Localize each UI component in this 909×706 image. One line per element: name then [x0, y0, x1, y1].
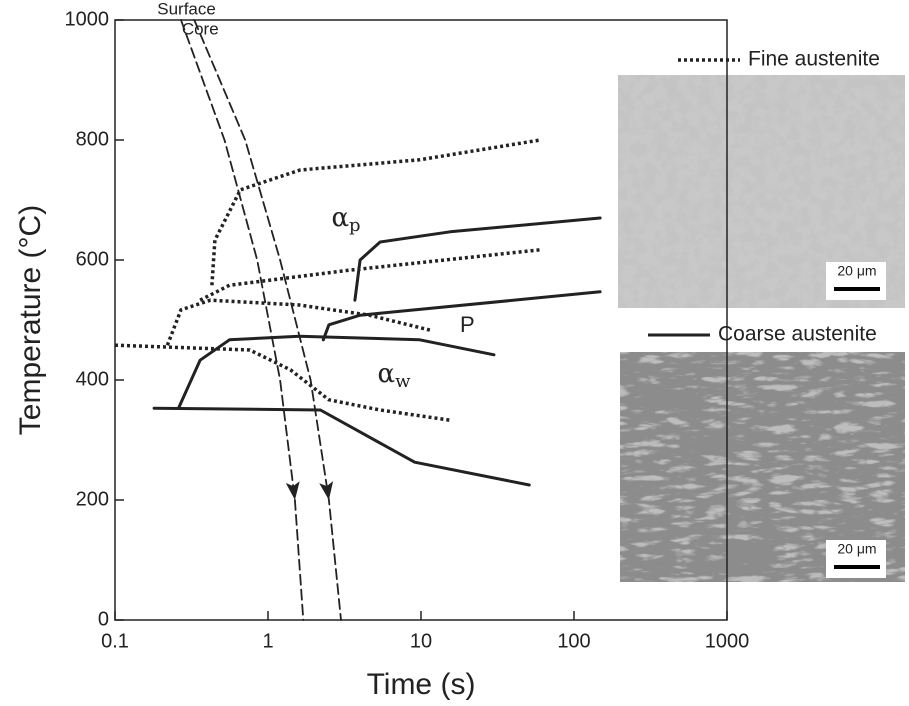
annotation-subscript: w	[395, 371, 411, 392]
curve	[199, 248, 541, 302]
curve-label: Core	[182, 19, 219, 38]
curve	[165, 298, 431, 346]
curve	[177, 334, 496, 410]
annotation: P	[460, 312, 475, 337]
legend-label: Fine austenite	[748, 48, 880, 71]
scale-bar-label: 20 μm	[837, 263, 876, 279]
arrowhead	[285, 481, 300, 500]
annotation-text: α	[331, 203, 349, 233]
x-tick-label: 0.1	[101, 630, 129, 652]
y-tick-label: 600	[76, 248, 109, 270]
curve	[114, 343, 451, 422]
x-tick-label: 1	[262, 630, 273, 652]
annotation-text: P	[460, 312, 475, 337]
arrowhead	[319, 481, 334, 500]
y-tick-label: 0	[98, 608, 109, 630]
annotation-subscript: p	[349, 215, 361, 236]
y-tick-label: 400	[76, 368, 109, 390]
x-tick-label: 100	[557, 630, 590, 652]
annotation: αw	[378, 359, 412, 392]
y-tick-label: 200	[76, 488, 109, 510]
x-tick-label: 10	[410, 630, 432, 652]
legend-label: Coarse austenite	[718, 323, 877, 346]
curve	[321, 290, 602, 342]
micrograph-fine	[618, 75, 905, 308]
curve	[353, 216, 602, 302]
curve	[152, 406, 531, 487]
annotation: αp	[331, 203, 360, 236]
curve	[193, 19, 342, 621]
curve-label: Surface	[157, 0, 216, 18]
annotation-text: α	[378, 359, 396, 389]
scale-bar-label: 20 μm	[837, 541, 876, 557]
x-axis-label: Time (s)	[367, 668, 476, 701]
y-tick-label: 800	[76, 128, 109, 150]
micrograph-coarse	[620, 352, 905, 582]
curve	[210, 138, 541, 286]
y-tick-label: 1000	[65, 8, 110, 30]
curve	[180, 19, 305, 621]
y-axis-label: Temperature (°C)	[14, 205, 47, 435]
x-tick-label: 1000	[705, 630, 750, 652]
